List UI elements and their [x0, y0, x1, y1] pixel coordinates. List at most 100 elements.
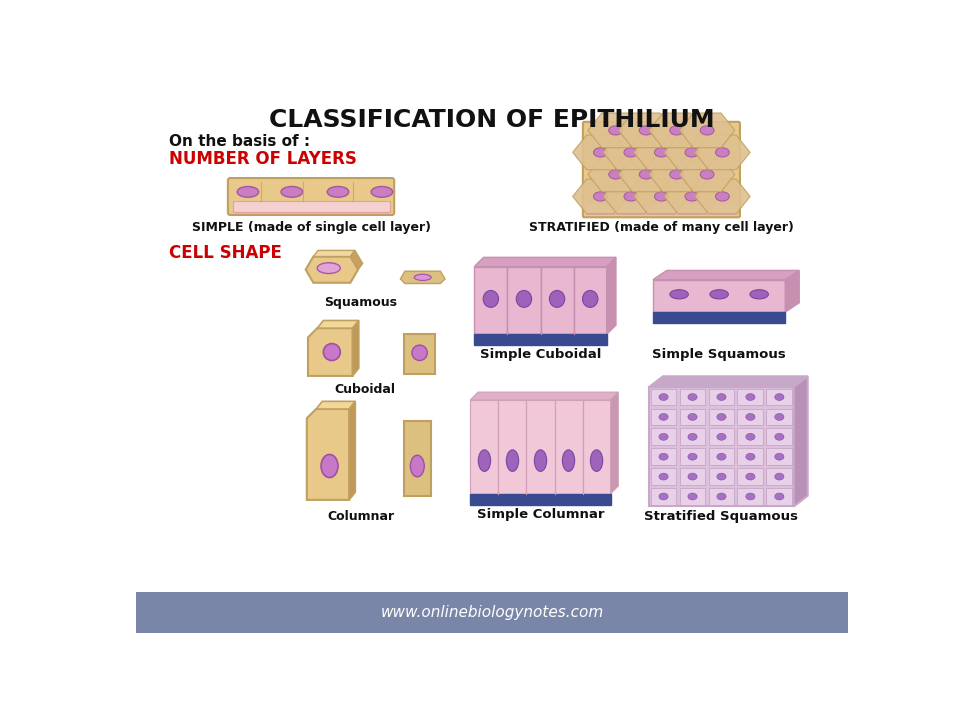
Bar — [540, 266, 574, 334]
Bar — [653, 279, 785, 312]
Polygon shape — [794, 377, 807, 506]
Ellipse shape — [590, 450, 603, 472]
Ellipse shape — [775, 433, 784, 440]
Ellipse shape — [717, 394, 726, 400]
Bar — [680, 389, 706, 405]
Ellipse shape — [478, 450, 491, 472]
Polygon shape — [634, 135, 689, 170]
Polygon shape — [307, 409, 349, 500]
Bar — [649, 387, 794, 506]
Bar — [708, 449, 734, 465]
Bar — [586, 202, 737, 215]
Bar — [708, 468, 734, 485]
Ellipse shape — [549, 290, 564, 307]
Bar — [737, 468, 763, 485]
Ellipse shape — [609, 126, 623, 135]
Ellipse shape — [593, 192, 608, 201]
Bar — [766, 449, 792, 465]
Ellipse shape — [372, 186, 393, 197]
Polygon shape — [573, 135, 628, 170]
Ellipse shape — [237, 186, 258, 197]
Bar — [708, 428, 734, 445]
Bar — [766, 468, 792, 485]
Ellipse shape — [659, 394, 668, 400]
Polygon shape — [352, 320, 359, 376]
Bar — [737, 408, 763, 426]
Bar — [498, 400, 526, 494]
Ellipse shape — [717, 493, 726, 500]
Ellipse shape — [324, 343, 340, 361]
Bar — [474, 334, 607, 345]
Ellipse shape — [775, 413, 784, 420]
Ellipse shape — [688, 454, 697, 460]
Ellipse shape — [746, 473, 755, 480]
Bar — [555, 400, 583, 494]
Ellipse shape — [327, 186, 348, 197]
Polygon shape — [349, 401, 355, 500]
Ellipse shape — [670, 126, 684, 135]
Text: Simple Cuboidal: Simple Cuboidal — [480, 348, 601, 361]
Polygon shape — [634, 179, 689, 214]
Text: CLASSIFICATION OF EPITHILIUM: CLASSIFICATION OF EPITHILIUM — [269, 108, 715, 132]
Ellipse shape — [688, 433, 697, 440]
Ellipse shape — [639, 126, 653, 135]
Ellipse shape — [414, 274, 431, 280]
Ellipse shape — [746, 493, 755, 500]
Ellipse shape — [281, 186, 302, 197]
Polygon shape — [470, 392, 618, 400]
Ellipse shape — [746, 394, 755, 400]
Text: STRATIFIED (made of many cell layer): STRATIFIED (made of many cell layer) — [529, 221, 794, 234]
Polygon shape — [603, 135, 659, 170]
FancyBboxPatch shape — [228, 178, 395, 215]
Ellipse shape — [685, 192, 699, 201]
Bar — [508, 266, 540, 334]
Ellipse shape — [655, 192, 668, 201]
Ellipse shape — [775, 493, 784, 500]
Polygon shape — [316, 401, 355, 409]
Bar — [574, 266, 607, 334]
Ellipse shape — [483, 290, 498, 307]
Bar — [651, 408, 677, 426]
Bar — [766, 389, 792, 405]
Ellipse shape — [685, 148, 699, 157]
Ellipse shape — [506, 450, 518, 472]
Bar — [651, 428, 677, 445]
Ellipse shape — [700, 126, 714, 135]
Ellipse shape — [670, 289, 688, 299]
Ellipse shape — [715, 192, 730, 201]
Ellipse shape — [410, 455, 424, 477]
Bar — [708, 488, 734, 505]
Polygon shape — [653, 271, 800, 279]
Ellipse shape — [624, 148, 637, 157]
Ellipse shape — [688, 394, 697, 400]
Polygon shape — [313, 251, 355, 256]
Bar — [708, 408, 734, 426]
Ellipse shape — [775, 473, 784, 480]
Text: Cuboidal: Cuboidal — [334, 383, 396, 396]
Ellipse shape — [746, 454, 755, 460]
Ellipse shape — [609, 170, 623, 179]
Polygon shape — [317, 320, 359, 328]
Text: Stratified Squamous: Stratified Squamous — [644, 510, 799, 523]
Bar — [766, 408, 792, 426]
Polygon shape — [785, 271, 800, 312]
Ellipse shape — [717, 473, 726, 480]
Bar — [737, 488, 763, 505]
Polygon shape — [573, 179, 628, 214]
Polygon shape — [649, 113, 705, 148]
Polygon shape — [664, 135, 720, 170]
Polygon shape — [680, 157, 734, 192]
Ellipse shape — [688, 473, 697, 480]
Bar — [680, 468, 706, 485]
Ellipse shape — [321, 454, 338, 477]
Bar — [651, 488, 677, 505]
Ellipse shape — [775, 394, 784, 400]
Text: Squamous: Squamous — [324, 296, 397, 309]
Ellipse shape — [709, 289, 729, 299]
Bar — [737, 428, 763, 445]
Polygon shape — [649, 157, 705, 192]
Polygon shape — [607, 257, 616, 334]
Ellipse shape — [516, 290, 532, 307]
Bar — [474, 266, 508, 334]
Ellipse shape — [659, 433, 668, 440]
